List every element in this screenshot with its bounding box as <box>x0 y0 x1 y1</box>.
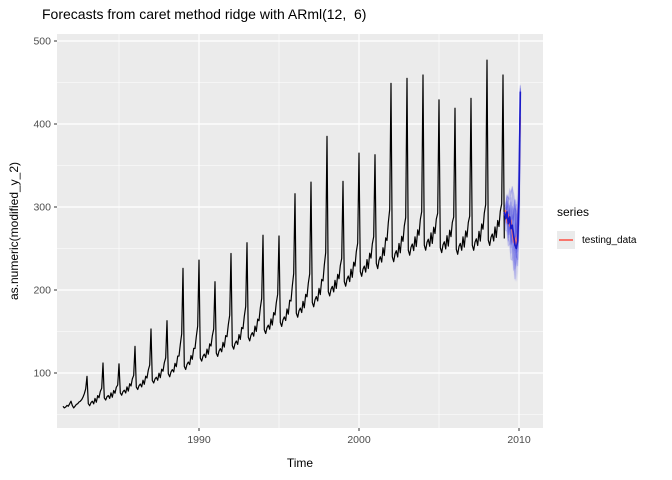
legend-key-line-icon <box>559 239 573 241</box>
x-axis-title: Time <box>286 456 314 470</box>
x-tick-label: 2010 <box>507 434 531 446</box>
series-layer <box>62 59 522 409</box>
forecast-sample-path <box>503 93 521 252</box>
legend-key <box>557 231 575 249</box>
y-tick-label: 400 <box>33 119 51 131</box>
x-tick-label: 1990 <box>187 434 211 446</box>
plot-title: Forecasts from caret method ridge with A… <box>42 6 367 22</box>
y-tick-label: 300 <box>33 202 51 214</box>
y-tick-label: 200 <box>33 285 51 297</box>
observed-series-line <box>62 59 505 409</box>
y-tick-label: 100 <box>33 368 51 380</box>
legend-item: testing_data <box>557 231 637 249</box>
y-axis-title: as.numeric(modified_y_2) <box>7 161 21 301</box>
x-tick-label: 2000 <box>347 434 371 446</box>
legend-item-label: testing_data <box>582 234 637 246</box>
plot-panel <box>57 34 543 428</box>
legend: series testing_data <box>557 205 637 249</box>
legend-title: series <box>557 205 590 219</box>
y-tick-label: 500 <box>33 36 51 48</box>
forecast-median-line <box>503 91 522 250</box>
